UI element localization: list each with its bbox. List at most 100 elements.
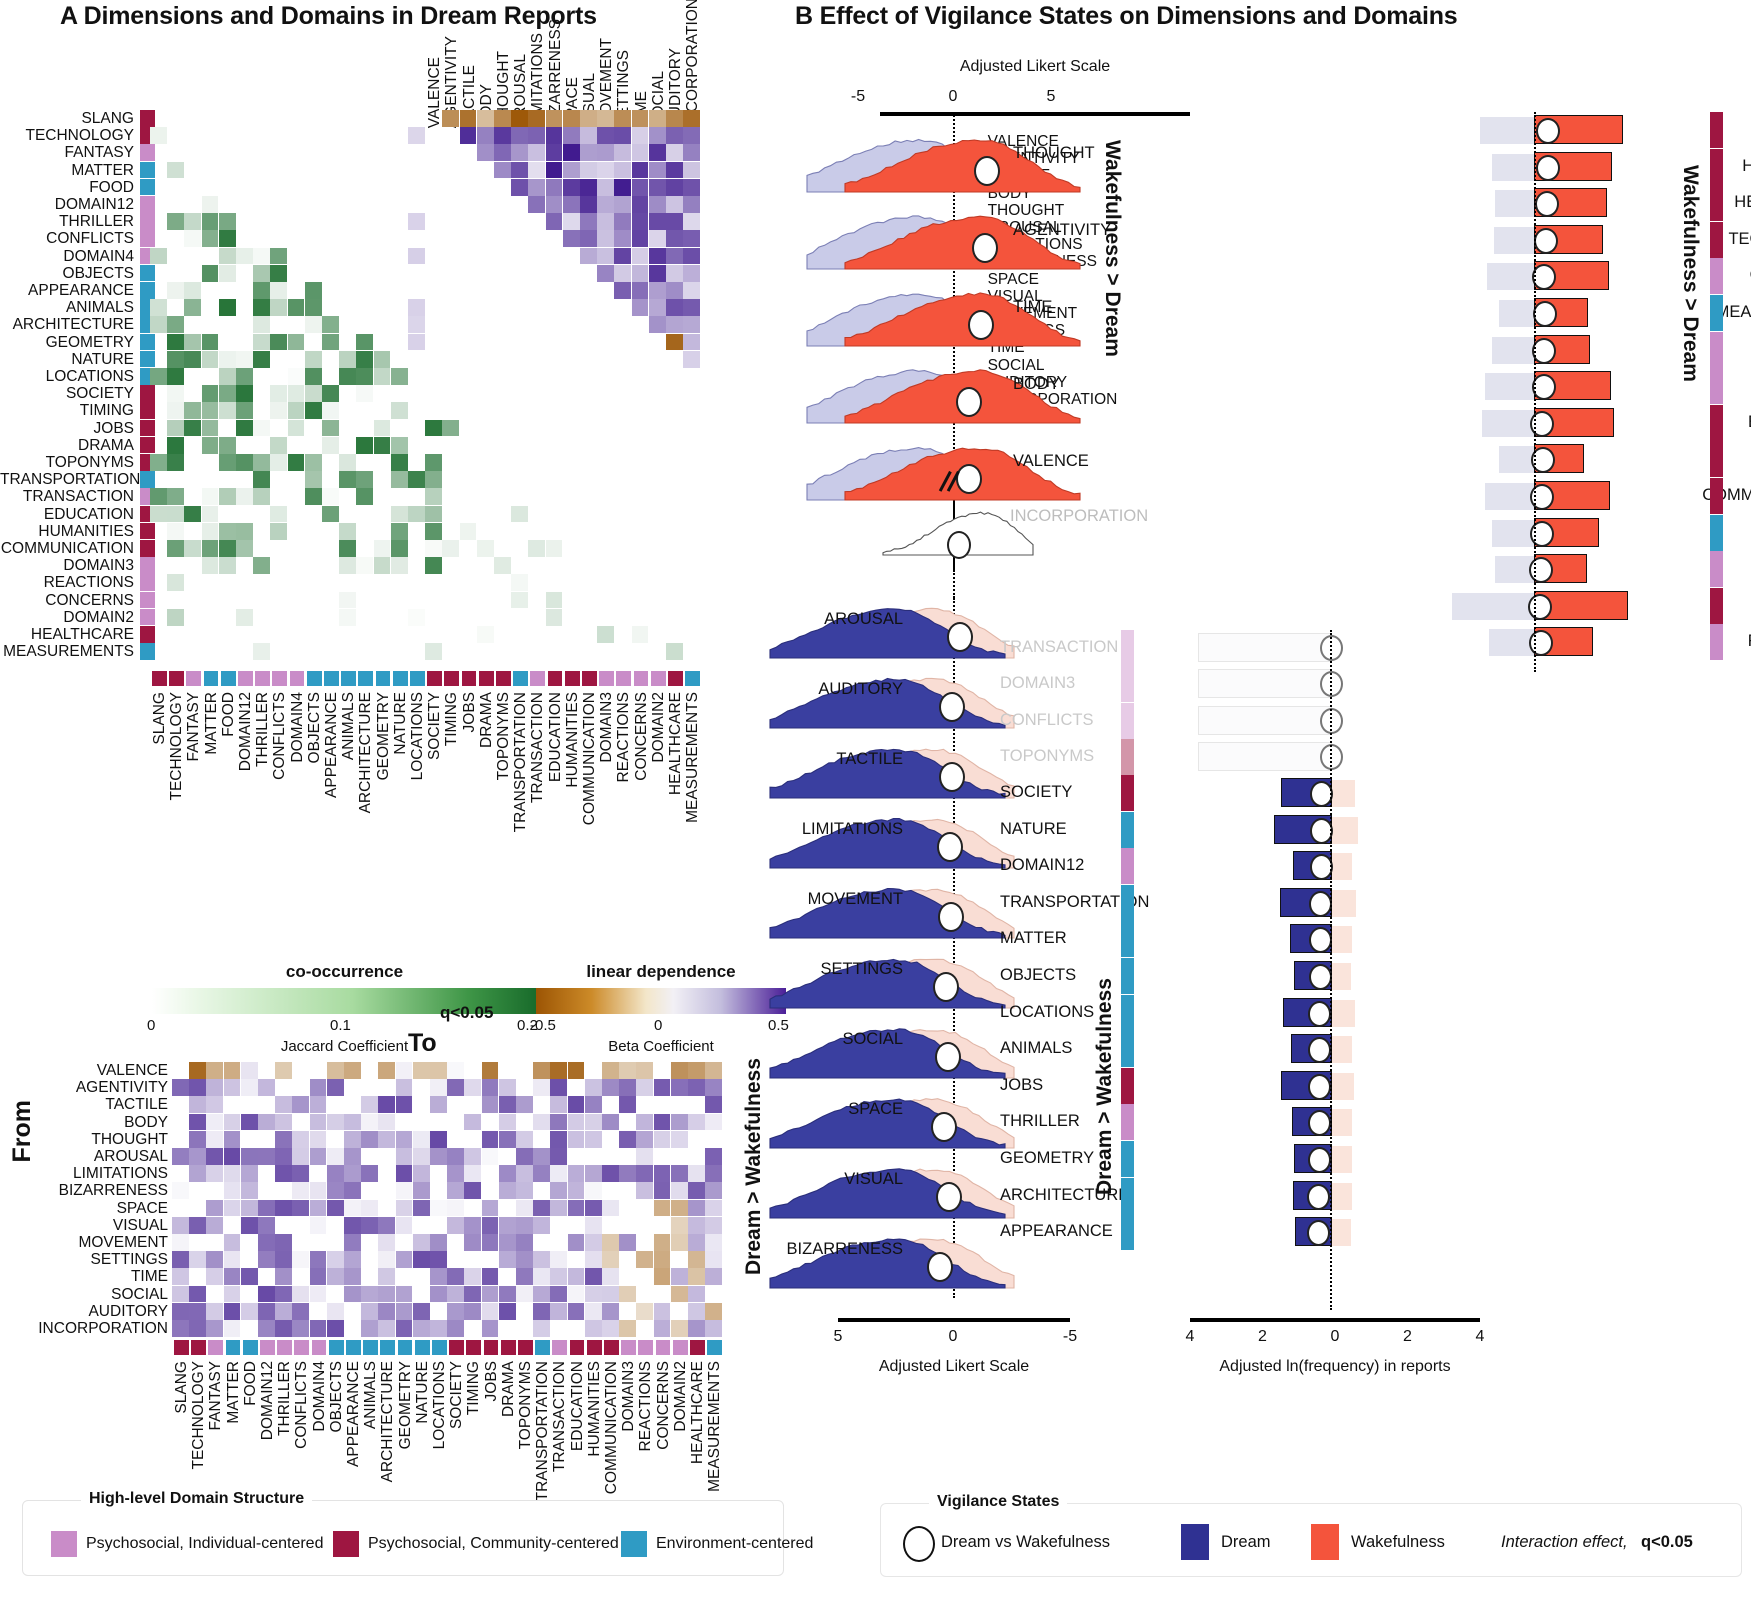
ridge-label: LIMITATIONS bbox=[801, 820, 903, 838]
likert-tick-bottom-2: -5 bbox=[1062, 1328, 1078, 1345]
ridge-marker bbox=[938, 902, 964, 932]
bar-domain-tag bbox=[1121, 958, 1134, 994]
dream-bar-background bbox=[1330, 963, 1351, 990]
wake-bar-background bbox=[1493, 226, 1534, 254]
likert-axis-title-bottom: Adjusted Likert Scale bbox=[878, 1358, 1030, 1375]
bar-label: TRANSACTION bbox=[1000, 638, 1119, 656]
bar-marker bbox=[1306, 1183, 1330, 1210]
bar-marker bbox=[1529, 520, 1554, 547]
panel-b-title: B Effect of Vigilance States on Dimensio… bbox=[795, 2, 1458, 30]
ridge-marker bbox=[935, 1042, 962, 1072]
ridge-marker bbox=[972, 233, 999, 263]
bar-marker bbox=[1310, 781, 1334, 807]
ridge-label: BODY bbox=[1013, 375, 1060, 393]
bar-marker bbox=[1307, 1147, 1331, 1173]
bar-label: DOMAIN2 bbox=[1659, 340, 1751, 359]
ridge-marker bbox=[968, 310, 995, 340]
domain-legend-item-0: Psychosocial, Individual-centered bbox=[51, 1531, 323, 1557]
bar-marker bbox=[1532, 264, 1557, 291]
bar-label: HUMANITIES bbox=[1742, 156, 1751, 175]
bar-label: DOMAIN12 bbox=[1000, 856, 1085, 875]
wake-bar-background bbox=[1491, 153, 1534, 181]
bar-label: FANTASY bbox=[1659, 559, 1751, 578]
bar-marker bbox=[1308, 890, 1332, 917]
freq-axis-line bbox=[1190, 1318, 1480, 1322]
linear-tick-2: 0.5 bbox=[768, 1017, 789, 1034]
ridge-label: TIME bbox=[1013, 298, 1053, 316]
wakefulness-swatch bbox=[1311, 1524, 1339, 1560]
bar-label: ANIMALS bbox=[1000, 1039, 1073, 1058]
ridge-label: AROUSAL bbox=[824, 610, 903, 628]
bar-label: CONCERNS bbox=[1659, 266, 1751, 285]
bar-label: LOCATIONS bbox=[1000, 1002, 1095, 1021]
cooccurrence-tick-0: 0 bbox=[147, 1017, 156, 1034]
likert-tick-bottom-0: 5 bbox=[833, 1328, 843, 1345]
bar-domain-tag bbox=[1710, 295, 1723, 331]
cooccurrence-tick-2: 0.2 bbox=[517, 1017, 538, 1034]
ridge-marker bbox=[930, 1112, 957, 1142]
domain-legend-item-1: Psychosocial, Community-centered bbox=[333, 1531, 619, 1557]
bar-label: CONFLICTS bbox=[1000, 710, 1094, 729]
ridge-marker bbox=[938, 692, 965, 722]
bar-label: APPEARANCE bbox=[1000, 1222, 1113, 1241]
ridge-label: SOCIAL bbox=[842, 1030, 903, 1048]
environment-centered-swatch bbox=[621, 1531, 647, 1557]
freq-tick-0: 4 bbox=[1185, 1328, 1195, 1345]
bar-label: NATURE bbox=[1000, 819, 1067, 838]
bar-marker bbox=[1527, 593, 1552, 620]
freq-tick-2: 0 bbox=[1330, 1328, 1340, 1345]
likert-tick-top-0: -5 bbox=[850, 88, 866, 105]
dream-bar-background bbox=[1330, 780, 1356, 807]
wake-bar-background bbox=[1479, 117, 1534, 144]
likert-tick-top-2: 5 bbox=[1046, 88, 1056, 105]
domain-legend-item-2: Environment-centered bbox=[621, 1531, 813, 1557]
bar-marker bbox=[1308, 964, 1332, 990]
bar-label: DRAMA bbox=[1659, 596, 1751, 615]
cooccurrence-legend-title: co-occurrence bbox=[285, 962, 404, 981]
bar-domain-tag bbox=[1121, 630, 1134, 666]
bar-label: TOPONYMS bbox=[1000, 747, 1095, 766]
nonsignificant-bar bbox=[1198, 669, 1332, 699]
ridge-label: BIZARRENESS bbox=[786, 1240, 903, 1258]
ridge-label: TACTILE bbox=[836, 750, 903, 768]
bar-marker bbox=[1534, 227, 1559, 254]
cooccurrence-legend-subtitle: Jaccard Coefficient bbox=[280, 1038, 409, 1055]
marker-circle-icon bbox=[903, 1526, 935, 1562]
bar-domain-tag bbox=[1121, 1214, 1134, 1251]
interaction-effect-label: Interaction effect, bbox=[1501, 1533, 1628, 1551]
environment-centered-label: Environment-centered bbox=[656, 1535, 814, 1552]
cooccurrence-colorbar bbox=[152, 988, 537, 1014]
dream-bar-background bbox=[1330, 1109, 1353, 1137]
dream-bar-background bbox=[1330, 1182, 1352, 1210]
bar-domain-tag bbox=[1710, 624, 1723, 661]
bar-domain-tag bbox=[1121, 994, 1134, 1031]
freq-tick-4: 4 bbox=[1475, 1328, 1485, 1345]
bar-label: EDUCATION bbox=[1659, 413, 1751, 432]
vigilance-legend-title: Vigilance States bbox=[929, 1493, 1068, 1511]
wakefulness-greater-dream-label-bars: Wakefulness > Dream bbox=[1679, 165, 1702, 382]
bar-marker bbox=[1528, 630, 1553, 657]
bar-domain-tag bbox=[1121, 1031, 1134, 1068]
bar-label: REACTIONS bbox=[1659, 632, 1751, 651]
dream-swatch bbox=[1181, 1524, 1209, 1560]
bar-domain-tag bbox=[1710, 112, 1723, 148]
marker-legend-label: Dream vs Wakefulness bbox=[941, 1533, 1111, 1551]
bar-label: TECHNOLOGY bbox=[1728, 229, 1751, 248]
dream-bar-background bbox=[1330, 1219, 1351, 1247]
bar-domain-tag bbox=[1121, 1104, 1134, 1141]
bar-marker bbox=[1535, 191, 1560, 218]
linear-dependence-legend-subtitle: Beta Coefficient bbox=[608, 1038, 714, 1055]
ridge-label: SETTINGS bbox=[820, 960, 903, 978]
likert-tick-bottom-1: 0 bbox=[948, 1328, 958, 1345]
to-axis-label: To bbox=[408, 1029, 437, 1057]
bar-label: HEALTHCARE bbox=[1734, 193, 1751, 212]
bar-label: GEOMETRY bbox=[1000, 1149, 1095, 1167]
wake-bar-background bbox=[1495, 190, 1534, 218]
bar-domain-tag bbox=[1121, 811, 1134, 848]
significance-label-a: q<0.05 bbox=[440, 1003, 494, 1022]
ridge-label: THOUGHT bbox=[1013, 144, 1095, 162]
bar-domain-tag bbox=[1121, 921, 1134, 958]
bar-domain-tag bbox=[1710, 221, 1723, 258]
linear-dependence-colorbar bbox=[536, 988, 786, 1014]
dream-legend-label: Dream bbox=[1221, 1533, 1271, 1551]
